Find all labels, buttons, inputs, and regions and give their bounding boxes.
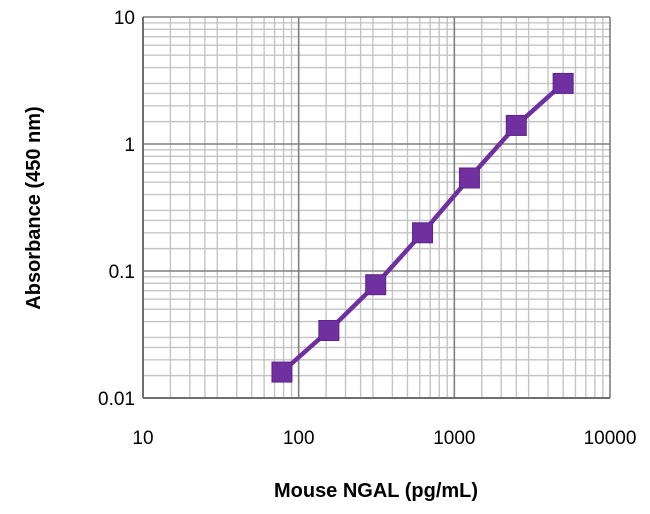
x-tick-label: 1000 [433, 428, 475, 449]
data-point [458, 167, 480, 189]
data-point [271, 361, 293, 383]
y-tick-label: 10 [114, 8, 135, 29]
data-series [271, 72, 574, 383]
x-axis-ticks: 10 100 1000 10000 [132, 428, 636, 449]
x-axis-title: Mouse NGAL (pg/mL) [274, 480, 478, 502]
plot-frame [142, 17, 610, 399]
data-point [552, 72, 574, 94]
y-tick-label: 0.1 [109, 262, 135, 283]
data-point [318, 320, 340, 342]
x-tick-label: 10 [132, 428, 153, 449]
y-tick-label: 0.01 [98, 389, 135, 410]
x-tick-label: 10000 [584, 428, 637, 449]
data-point [412, 222, 434, 244]
x-tick-label: 100 [283, 428, 315, 449]
y-axis-ticks: 0.01 0.1 1 10 [98, 8, 135, 410]
y-axis-title: Absorbance (450 nm) [23, 106, 45, 309]
grid [142, 16, 611, 399]
data-point [505, 114, 527, 136]
y-tick-label: 1 [124, 135, 135, 156]
data-point [365, 274, 387, 296]
